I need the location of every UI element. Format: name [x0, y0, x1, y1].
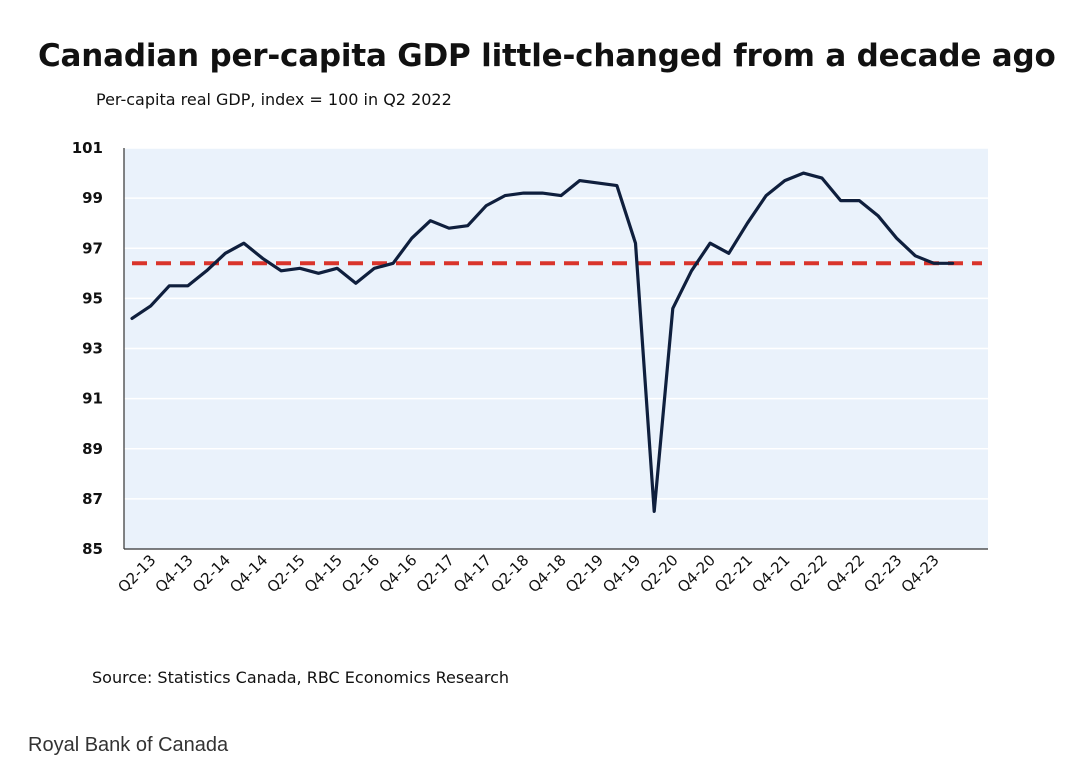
x-tick-label: Q4-18 — [525, 551, 570, 596]
data-point — [466, 224, 469, 227]
data-point — [783, 179, 786, 182]
x-tick-label: Q4-22 — [823, 551, 868, 596]
y-tick-label: 97 — [82, 239, 103, 257]
y-tick-label: 93 — [82, 340, 103, 358]
data-point — [709, 242, 712, 245]
y-tick-label: 91 — [82, 390, 103, 408]
x-tick-label: Q2-18 — [487, 551, 532, 596]
data-point — [485, 204, 488, 207]
data-point — [932, 262, 935, 265]
data-point — [559, 194, 562, 197]
data-point — [820, 176, 823, 179]
data-point — [317, 272, 320, 275]
data-point — [336, 267, 339, 270]
data-point — [298, 267, 301, 270]
y-tick-label: 95 — [82, 289, 103, 307]
data-point — [951, 262, 954, 265]
x-tick-label: Q4-23 — [898, 551, 943, 596]
x-tick-label: Q4-21 — [748, 551, 793, 596]
data-point — [354, 282, 357, 285]
data-point — [447, 227, 450, 230]
data-point — [242, 242, 245, 245]
x-tick-label: Q2-23 — [860, 551, 905, 596]
data-point — [746, 222, 749, 225]
x-tick-label: Q2-15 — [264, 551, 309, 596]
x-tick-label: Q2-21 — [711, 551, 756, 596]
data-point — [149, 304, 152, 307]
data-point — [224, 252, 227, 255]
data-point — [503, 194, 506, 197]
y-tick-label: 85 — [82, 540, 103, 558]
x-tick-label: Q2-13 — [114, 551, 159, 596]
x-tick-label: Q4-16 — [375, 551, 420, 596]
x-tick-label: Q4-13 — [152, 551, 197, 596]
axes — [123, 148, 988, 550]
x-tick-label: Q2-20 — [637, 551, 682, 596]
x-tick-label: Q4-14 — [226, 551, 271, 596]
data-point — [429, 219, 432, 222]
x-axis-ticks: Q2-13Q4-13Q2-14Q4-14Q2-15Q4-15Q2-16Q4-16… — [114, 551, 942, 596]
y-tick-label: 99 — [82, 189, 103, 207]
data-point — [522, 192, 525, 195]
data-point — [578, 179, 581, 182]
data-point — [410, 237, 413, 240]
data-point — [615, 184, 618, 187]
data-point — [671, 307, 674, 310]
data-point — [876, 214, 879, 217]
y-axis-ticks: 101 99 97 95 93 91 89 87 85 — [72, 139, 103, 558]
data-point — [727, 252, 730, 255]
x-tick-label: Q4-19 — [599, 551, 644, 596]
data-point — [653, 510, 656, 513]
y-tick-label: 89 — [82, 440, 103, 458]
image-credit: Royal Bank of Canada — [28, 734, 229, 756]
data-point — [802, 171, 805, 174]
data-point — [168, 284, 171, 287]
data-point — [205, 269, 208, 272]
x-tick-label: Q2-22 — [786, 551, 831, 596]
data-point — [839, 199, 842, 202]
x-tick-label: Q4-17 — [450, 551, 495, 596]
x-tick-label: Q4-20 — [674, 551, 719, 596]
data-point — [690, 269, 693, 272]
source-note: Source: Statistics Canada, RBC Economics… — [92, 668, 510, 687]
data-point — [280, 269, 283, 272]
x-tick-label: Q2-16 — [338, 551, 383, 596]
x-tick-label: Q2-17 — [413, 551, 458, 596]
data-point — [130, 317, 133, 320]
data-point — [858, 199, 861, 202]
data-point — [373, 267, 376, 270]
x-tick-label: Q4-15 — [301, 551, 346, 596]
x-tick-label: Q2-19 — [562, 551, 607, 596]
gridlines — [124, 147, 988, 500]
data-point — [914, 254, 917, 257]
data-point — [186, 284, 189, 287]
data-point — [765, 194, 768, 197]
data-point — [895, 237, 898, 240]
data-point — [392, 262, 395, 265]
data-point — [261, 257, 264, 260]
chart-subtitle: Per-capita real GDP, index = 100 in Q2 2… — [96, 90, 452, 109]
y-tick-label: 101 — [72, 139, 103, 157]
y-tick-label: 87 — [82, 490, 103, 508]
data-point — [541, 192, 544, 195]
data-point — [597, 181, 600, 184]
data-point — [634, 242, 637, 245]
series-line — [130, 171, 955, 513]
x-tick-label: Q2-14 — [189, 551, 234, 596]
chart-title: Canadian per-capita GDP little-changed f… — [38, 38, 1056, 74]
